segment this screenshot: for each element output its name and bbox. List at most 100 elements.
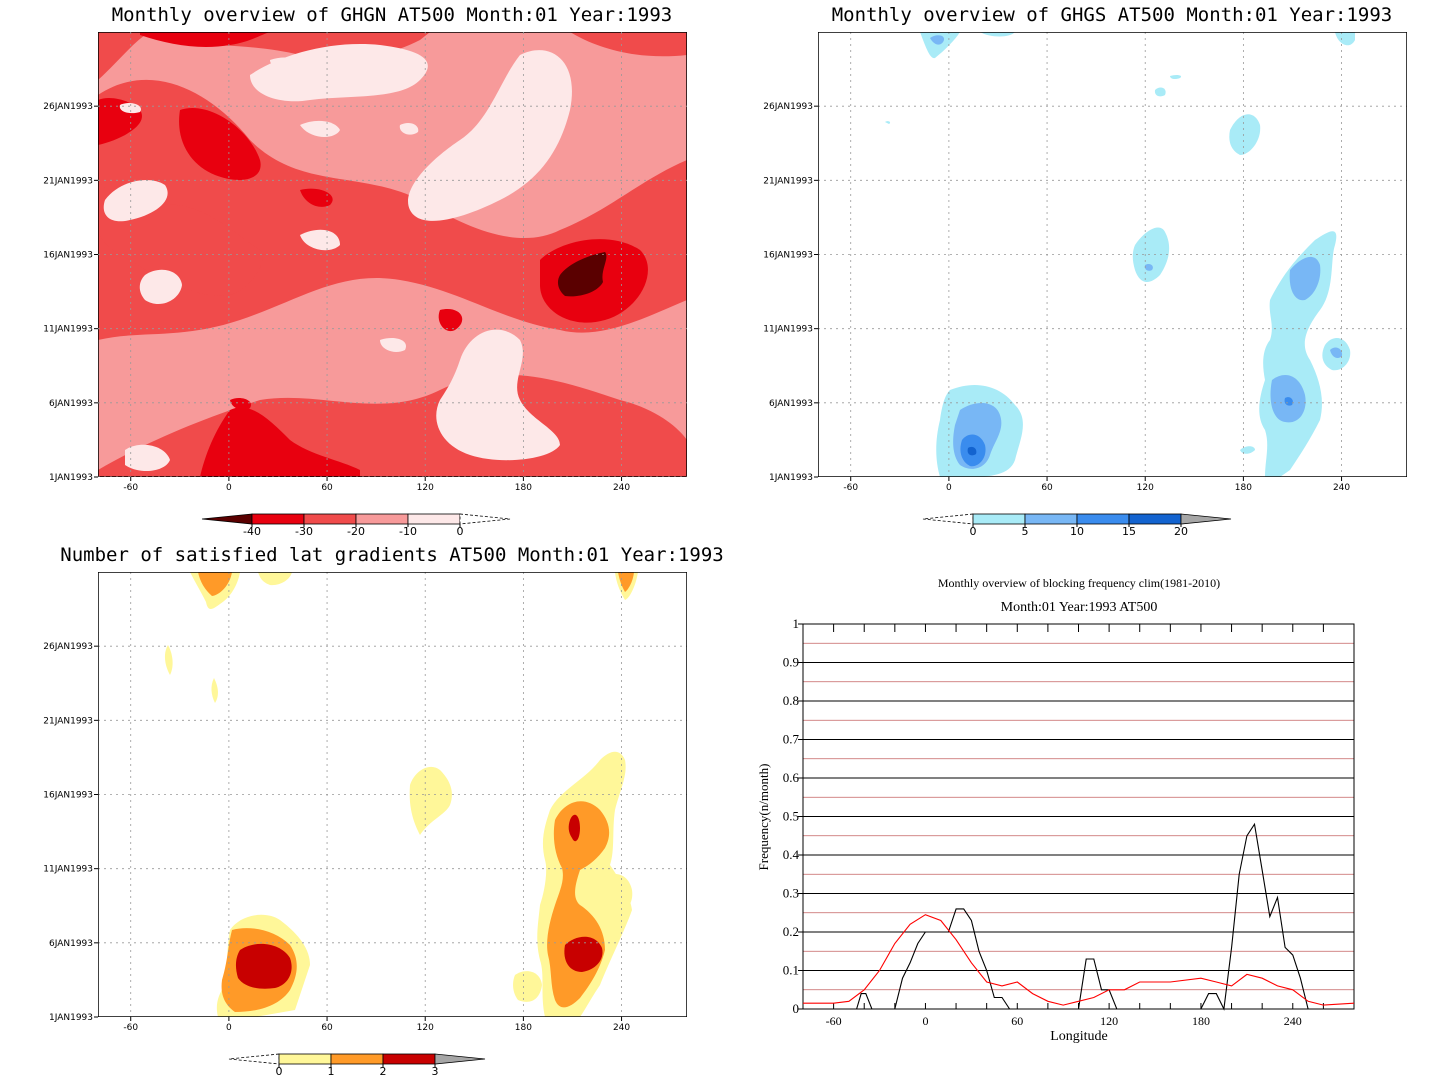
y-tick-label: 21JAN1993	[763, 176, 813, 186]
colorbar-label: -20	[347, 525, 365, 538]
panel-ghgn: Monthly overview of GHGN AT500 Month:01 …	[43, 4, 687, 538]
y-tick-label: 1JAN1993	[49, 1013, 93, 1023]
ghgn-contours-20	[103, 44, 572, 472]
ghgs-grid	[818, 32, 1407, 477]
colorbar-label: 20	[1174, 525, 1188, 538]
x-tick-label: 120	[417, 1023, 434, 1033]
panel-nsat: Number of satisfied lat gradients AT500 …	[43, 544, 723, 1078]
y-tick-label: 11JAN1993	[43, 865, 93, 875]
x-tick-label: 0	[922, 1014, 928, 1028]
colorbar-label: -40	[243, 525, 261, 538]
colorbar-segment	[1024, 513, 1078, 525]
nsat-grid	[98, 572, 687, 1017]
x-tick-label: -60	[123, 483, 138, 493]
x-tick-label: 0	[226, 1023, 232, 1033]
colorbar-label: 15	[1122, 525, 1136, 538]
y-tick-label: 16JAN1993	[43, 251, 93, 261]
colorbar-label: 3	[432, 1065, 439, 1078]
y-tick-label: 0.4	[783, 847, 800, 862]
x-tick-label: 60	[1011, 1014, 1023, 1028]
colorbar-arrow-right	[459, 513, 511, 525]
colorbar-segment	[330, 1053, 384, 1065]
y-tick-label: 0.8	[783, 693, 799, 708]
x-tick-label: 120	[1100, 1014, 1118, 1028]
colorbar-arrow-left	[201, 513, 253, 525]
y-tick-label: 21JAN1993	[43, 176, 93, 186]
y-tick-label: 1JAN1993	[769, 473, 813, 483]
colorbar-segment	[251, 513, 305, 525]
nsat-colorbar: 0 1 2 3	[228, 1053, 486, 1078]
y-tick-label: 0.6	[783, 770, 800, 785]
colorbar-segment	[407, 513, 461, 525]
colorbar-label: 0	[276, 1065, 283, 1078]
colorbar-segment	[1128, 513, 1182, 525]
x-tick-label: 180	[1235, 483, 1252, 493]
ghgn-title: Monthly overview of GHGN AT500 Month:01 …	[112, 4, 673, 26]
nsat-contours-3	[235, 814, 603, 989]
freq-title: Monthly overview of blocking frequency c…	[938, 576, 1220, 590]
colorbar-label: 2	[380, 1065, 387, 1078]
y-tick-label: 26JAN1993	[43, 102, 93, 112]
freq-xlabel: Longitude	[1050, 1029, 1108, 1044]
colorbar-segment	[355, 513, 409, 525]
y-tick-label: 1	[793, 616, 800, 631]
colorbar-segment	[1076, 513, 1130, 525]
freq-plot: 0 0.1 0.2 0.3 0.4 0.5 0.6 0.7 0.8 0.9 1 -60 0 60 120 18…	[783, 616, 1355, 1028]
colorbar-arrow-left	[228, 1053, 280, 1065]
ghgn-field	[98, 32, 687, 477]
x-tick-label: -60	[843, 483, 858, 493]
freq-ylabel: Frequency(n/month)	[756, 764, 771, 871]
colorbar-label: -10	[399, 525, 417, 538]
y-tick-label: 1JAN1993	[49, 473, 93, 483]
colorbar-segment	[382, 1053, 436, 1065]
colorbar-segment	[972, 513, 1026, 525]
ghgs-contours-5	[885, 32, 1355, 477]
y-tick-label: 0	[793, 1001, 800, 1016]
ghgs-axis: -60 0 60 120 180 240 1JAN1993 6JAN1993 11JAN1993…	[763, 102, 1350, 493]
nsat-field	[98, 572, 687, 1017]
series-line-black	[803, 822, 1354, 1011]
x-tick-label: 240	[1284, 1014, 1302, 1028]
colorbar-label: 1	[328, 1065, 335, 1078]
x-tick-label: 60	[321, 483, 333, 493]
x-tick-label: -60	[123, 1023, 138, 1033]
x-tick-label: 180	[1192, 1014, 1210, 1028]
y-tick-label: 0.7	[783, 732, 800, 747]
y-tick-label: 16JAN1993	[43, 791, 93, 801]
y-tick-label: 26JAN1993	[43, 642, 93, 652]
nsat-title: Number of satisfied lat gradients AT500 …	[60, 544, 723, 566]
colorbar-arrow-left	[922, 513, 974, 525]
ghgn-axis: -60 0 60 120 180 240 1JAN1993 6JAN1993 11JAN1993…	[43, 102, 630, 493]
ghgs-field	[818, 32, 1407, 477]
ghgs-colorbar: 0 5 10 15 20	[922, 513, 1232, 538]
ghgs-title: Monthly overview of GHGS AT500 Month:01 …	[832, 4, 1393, 26]
y-tick-label: 11JAN1993	[763, 325, 813, 335]
y-tick-label: 6JAN1993	[49, 399, 93, 409]
ghgn-minimum	[557, 252, 607, 297]
colorbar-label: 5	[1022, 525, 1029, 538]
y-tick-label: 11JAN1993	[43, 325, 93, 335]
y-tick-label: 0.2	[783, 924, 799, 939]
colorbar-label: 0	[970, 525, 977, 538]
colorbar-label: -30	[295, 525, 313, 538]
ghgs-max	[967, 446, 977, 456]
colorbar-label: 0	[457, 525, 464, 538]
y-tick-label: 0.5	[783, 809, 799, 824]
colorbar-arrow-right	[1180, 513, 1232, 525]
y-tick-label: 21JAN1993	[43, 716, 93, 726]
x-tick-label: 180	[515, 483, 532, 493]
x-tick-label: -60	[826, 1014, 842, 1028]
colorbar-label: 10	[1070, 525, 1084, 538]
colorbar-segment	[303, 513, 357, 525]
ghgn-colorbar: -40 -30 -20 -10 0	[201, 513, 511, 538]
x-tick-label: 240	[613, 483, 630, 493]
nsat-axis: -60 0 60 120 180 240 1JAN1993 6JAN1993 11JAN1993…	[43, 642, 630, 1033]
panel-ghgs: Monthly overview of GHGS AT500 Month:01 …	[763, 4, 1407, 538]
freq-subtitle: Month:01 Year:1993 AT500	[1001, 600, 1158, 615]
x-tick-label: 60	[321, 1023, 333, 1033]
y-tick-label: 16JAN1993	[763, 251, 813, 261]
y-tick-label: 0.9	[783, 655, 799, 670]
panel-frequency: Monthly overview of blocking frequency c…	[756, 576, 1355, 1044]
x-tick-label: 180	[515, 1023, 532, 1033]
